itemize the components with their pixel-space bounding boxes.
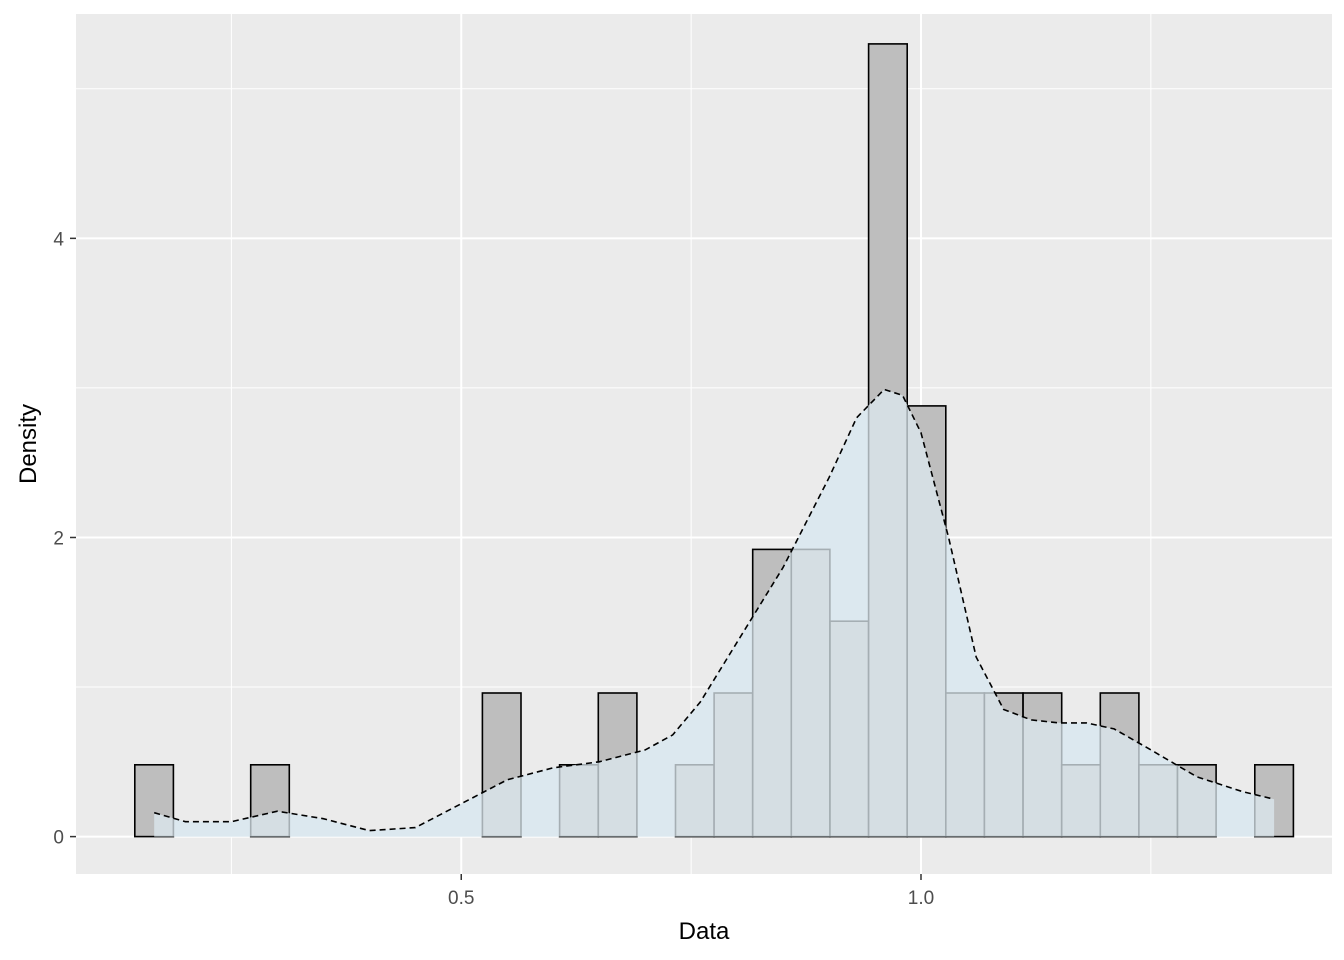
y-tick-label: 4: [53, 229, 64, 250]
y-tick-label: 2: [53, 528, 64, 549]
density-curve-line: [153, 388, 1275, 832]
histogram-bars: [134, 43, 1295, 838]
histogram-bar: [134, 763, 175, 838]
y-axis-title: Density: [15, 404, 42, 484]
minor-gridlines: [76, 14, 1332, 874]
x-axis: 0.5 1.0: [448, 874, 934, 909]
x-axis-title: Data: [679, 918, 730, 945]
y-tick-label: 0: [53, 828, 64, 849]
x-tick-label: 1.0: [908, 888, 934, 909]
y-axis: 0 2 4: [53, 229, 76, 849]
x-tick-label: 0.5: [448, 888, 474, 909]
density-area-overlay: [154, 389, 1275, 837]
